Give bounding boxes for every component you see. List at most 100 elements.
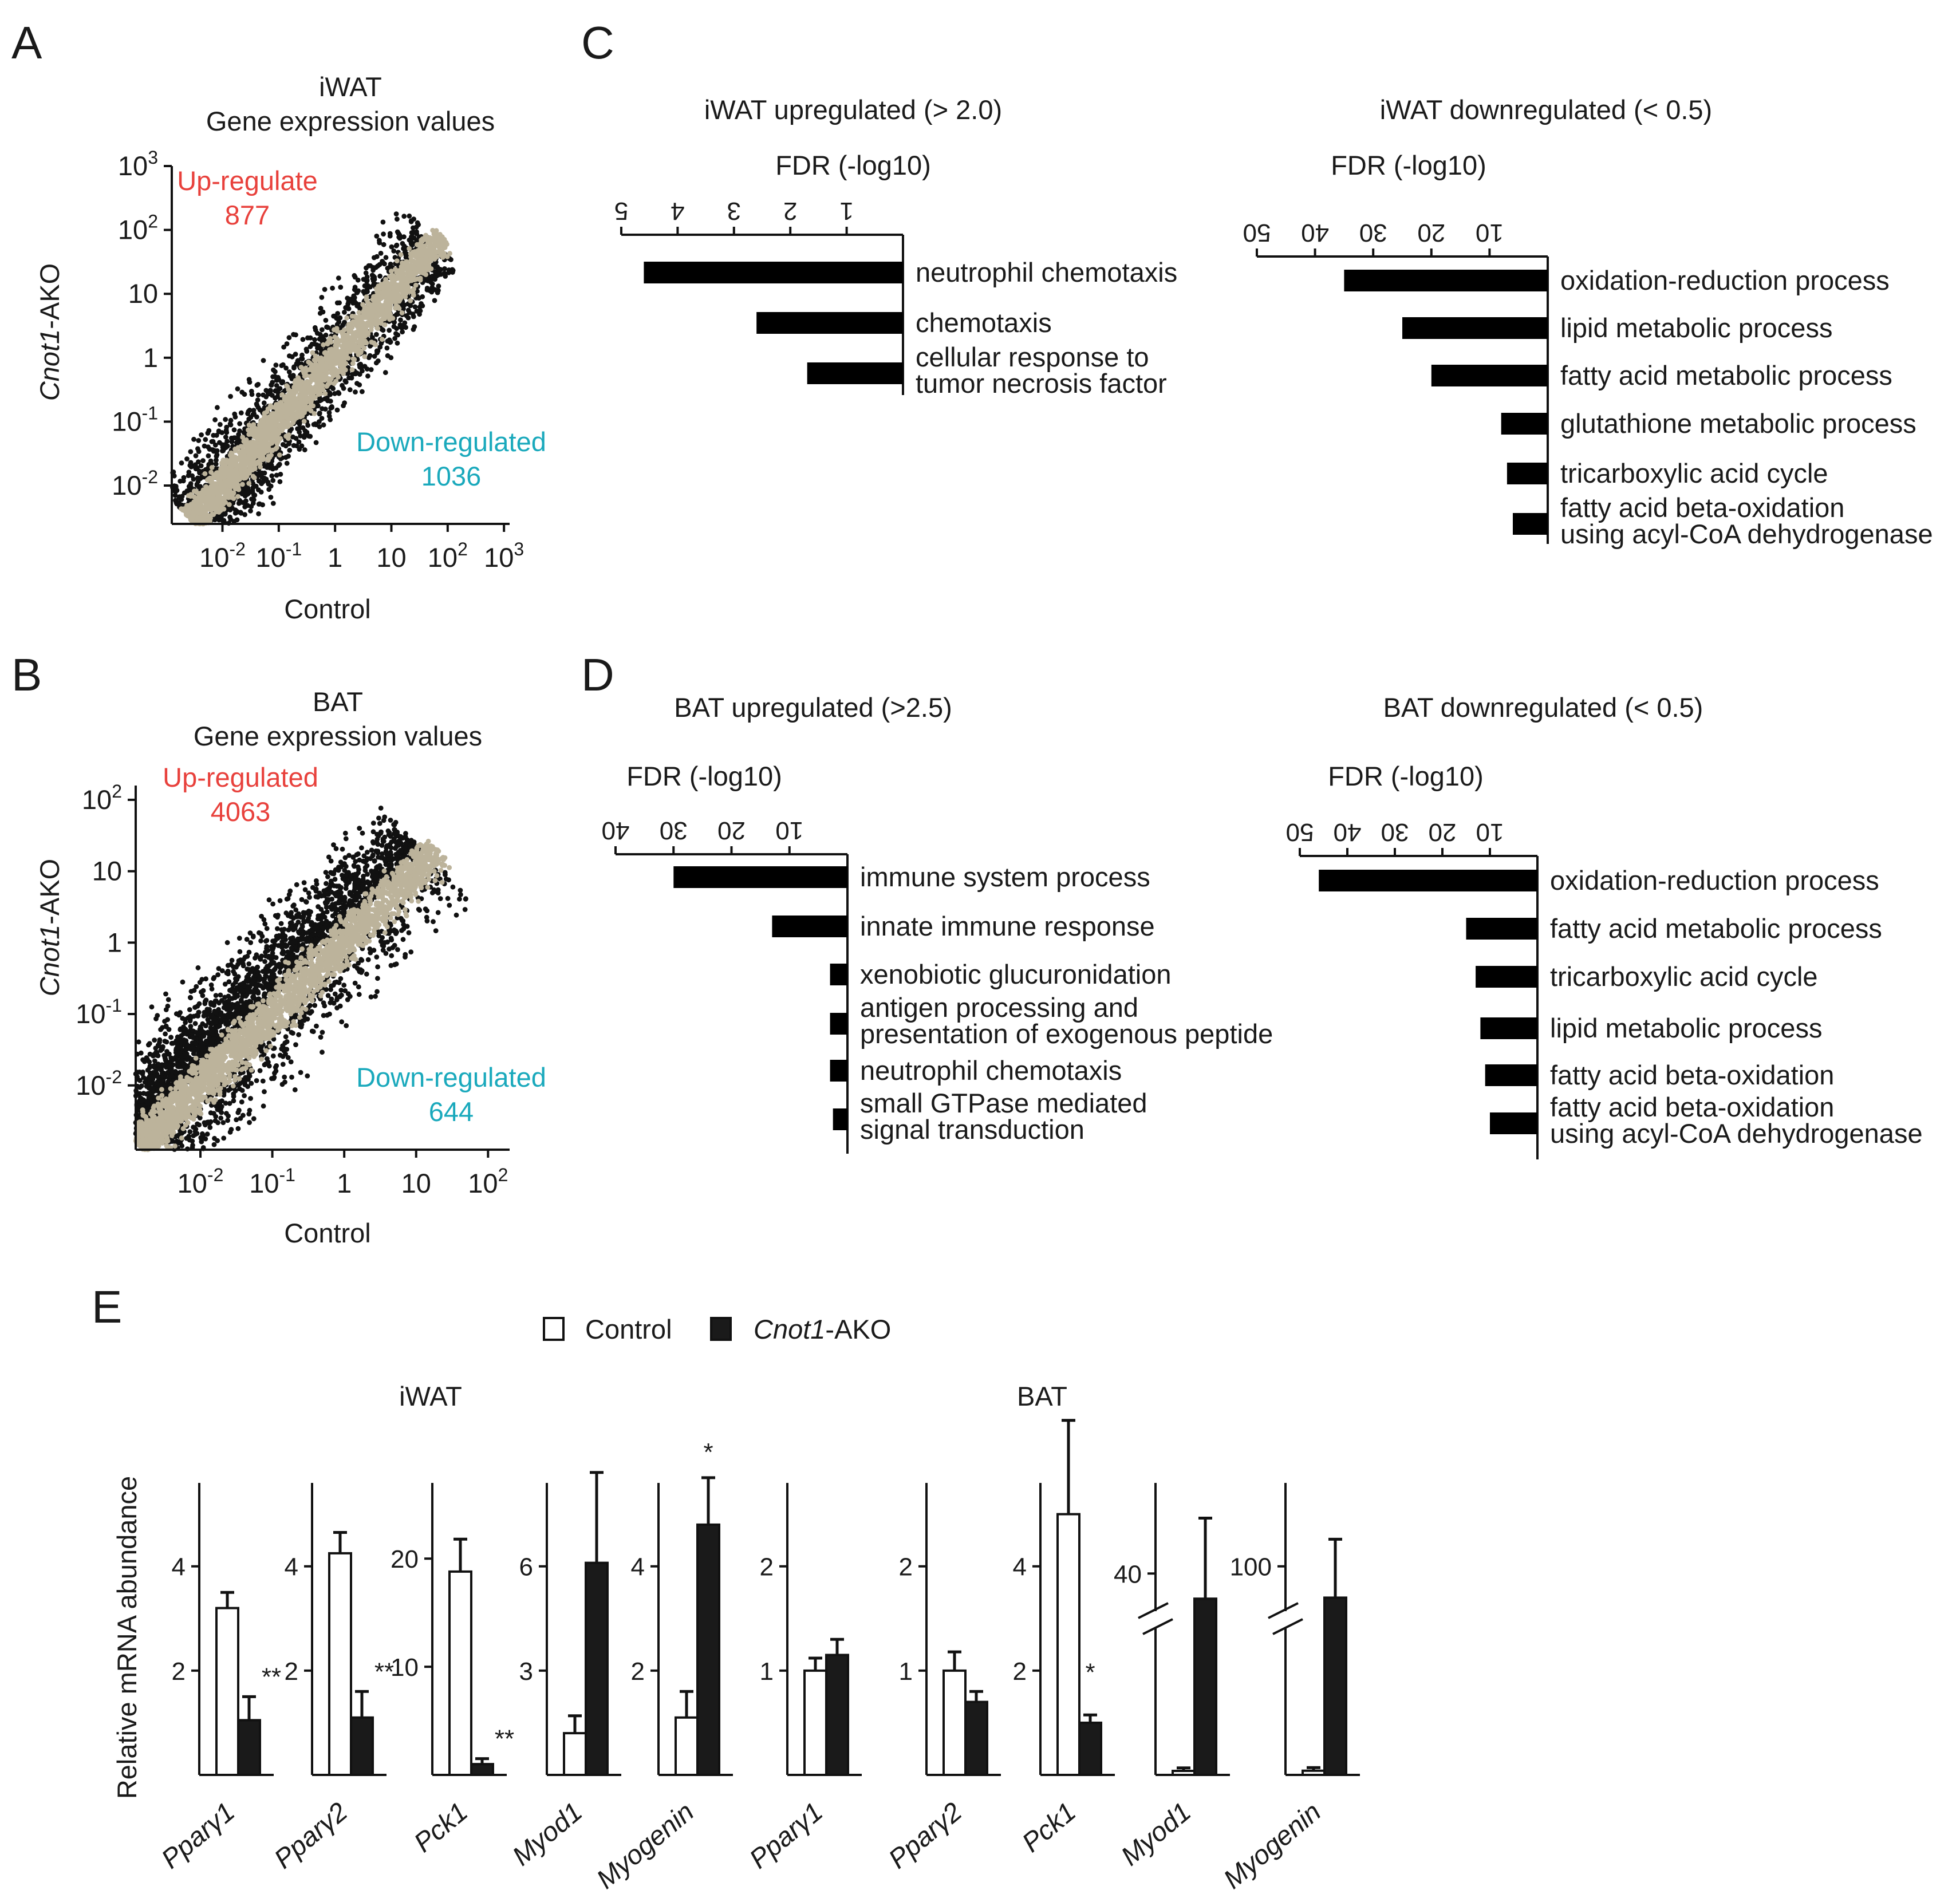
scatter-a-point-up <box>218 422 223 427</box>
scatter-a-point-down <box>412 304 418 310</box>
scatter-a-point-up <box>317 310 323 316</box>
scatter-b-point-up <box>152 1037 157 1043</box>
scatter-a-point-unchanged <box>209 501 215 507</box>
scatter-a-point-down <box>296 439 302 445</box>
scatter-a-point-up <box>198 463 204 468</box>
scatter-a-point-up <box>215 405 220 411</box>
scatter-a-point-down <box>420 303 425 309</box>
scatter-a-point-unchanged <box>417 257 423 262</box>
scatter-a-x-tick-label: 10-1 <box>255 539 302 573</box>
scatter-a-point-unchanged <box>227 502 232 507</box>
scatter-a-point-down <box>242 504 248 510</box>
scatter-a-point-up <box>381 242 387 247</box>
panel-letter-e: E <box>92 1281 122 1332</box>
scatter-a-point-up <box>254 382 260 388</box>
scatter-a-point-up <box>227 421 233 427</box>
scatter-a-point-up <box>223 435 228 440</box>
scatter-a-point-unchanged <box>343 333 348 338</box>
scatter-a-point-unchanged <box>334 326 340 332</box>
scatter-a-point-up <box>389 244 395 250</box>
scatter-b-point-up <box>262 921 268 927</box>
scatter-a-point-up <box>235 386 240 392</box>
scatter-a-point-up <box>232 411 238 417</box>
scatter-a-point-unchanged <box>310 350 316 356</box>
scatter-a-point-up <box>393 211 399 216</box>
scatter-a-point-unchanged <box>214 471 220 476</box>
scatter-a-point-unchanged <box>283 413 289 419</box>
scatter-b-point-up <box>317 890 322 896</box>
scatter-a-point-unchanged <box>390 285 395 291</box>
scatter-a-point-up <box>194 483 200 488</box>
scatter-a-title-1: iWAT <box>319 72 382 102</box>
scatter-a-x-tick-label: 103 <box>484 539 524 573</box>
scatter-a-point-up <box>319 295 325 300</box>
scatter-b-point-up <box>359 845 364 851</box>
scatter-a-point-up <box>195 475 200 481</box>
scatter-a-point-unchanged <box>259 435 265 440</box>
scatter-a-point-unchanged <box>427 243 433 249</box>
scatter-a-point-up <box>393 243 399 248</box>
scatter-b-point-up <box>195 965 201 970</box>
scatter-a-point-up <box>372 255 377 261</box>
scatter-a-point-up <box>343 305 348 310</box>
scatter-a-point-up <box>400 240 405 246</box>
scatter-a-point-unchanged <box>369 340 374 345</box>
scatter-a-point-unchanged <box>256 428 261 433</box>
scatter-a-point-down <box>357 362 362 368</box>
scatter-a-point-up <box>352 298 357 304</box>
scatter-a-point-up <box>286 369 292 374</box>
scatter-a-point-up <box>202 443 207 449</box>
scatter-a-point-down <box>385 338 391 344</box>
scatter-a-point-down <box>294 443 299 449</box>
scatter-a-point-up <box>381 231 386 237</box>
scatter-b-point-up <box>360 830 365 836</box>
scatter-a-point-up <box>300 337 306 342</box>
scatter-a-point-unchanged <box>337 360 343 365</box>
scatter-a-point-up <box>236 432 241 437</box>
scatter-a-point-down <box>286 441 291 447</box>
scatter-a-point-down <box>302 447 307 453</box>
scatter-a-point-up <box>286 335 292 341</box>
scatter-a-point-down <box>328 417 333 423</box>
scatter-b-point-up <box>323 870 329 875</box>
panel-letter-b: B <box>11 649 42 700</box>
scatter-a-point-unchanged <box>252 465 258 471</box>
scatter-a-point-up <box>293 352 298 357</box>
scatter-a-point-down <box>400 329 405 335</box>
scatter-a-point-up <box>277 386 283 392</box>
scatter-a-point-up <box>280 362 286 368</box>
scatter-a-point-unchanged <box>416 263 421 269</box>
scatter-a-point-down <box>259 475 265 480</box>
scatter-b-point-up <box>388 818 393 823</box>
scatter-a-point-down <box>435 290 440 295</box>
scatter-a-point-up <box>334 322 340 327</box>
scatter-a-point-up <box>364 274 370 280</box>
scatter-a-point-down <box>404 313 409 318</box>
scatter-a-point-up <box>272 374 278 379</box>
scatter-a-point-down <box>366 355 372 360</box>
scatter-a-point-up <box>213 461 219 467</box>
scatter-a-point-up <box>364 265 369 271</box>
scatter-a-point-unchanged <box>356 327 361 333</box>
scatter-a-point-up <box>220 448 226 453</box>
scatter-a-point-down <box>256 511 261 516</box>
scatter-a-point-unchanged <box>312 367 318 372</box>
scatter-a-point-down <box>266 482 271 487</box>
scatter-a-point-unchanged <box>217 508 223 514</box>
scatter-a-point-down <box>313 440 319 445</box>
scatter-a-point-down <box>437 267 443 272</box>
scatter-a-point-unchanged <box>318 355 324 361</box>
scatter-panel-a: iWAT Gene expression values 10-2 10-1 1 10 1… <box>34 72 546 624</box>
scatter-a-point-unchanged <box>277 452 282 458</box>
scatter-a-point-up <box>342 319 347 325</box>
scatter-a-point-unchanged <box>303 368 309 373</box>
scatter-a-point-up <box>188 449 194 455</box>
scatter-a-point-up <box>190 473 195 479</box>
scatter-a-point-unchanged <box>204 490 210 496</box>
scatter-a-point-down <box>253 483 259 489</box>
scatter-a-point-up <box>212 442 218 448</box>
scatter-a-point-down <box>446 270 451 275</box>
scatter-a-point-down <box>283 455 289 460</box>
scatter-a-point-down <box>234 517 240 523</box>
scatter-a-point-unchanged <box>436 238 442 243</box>
